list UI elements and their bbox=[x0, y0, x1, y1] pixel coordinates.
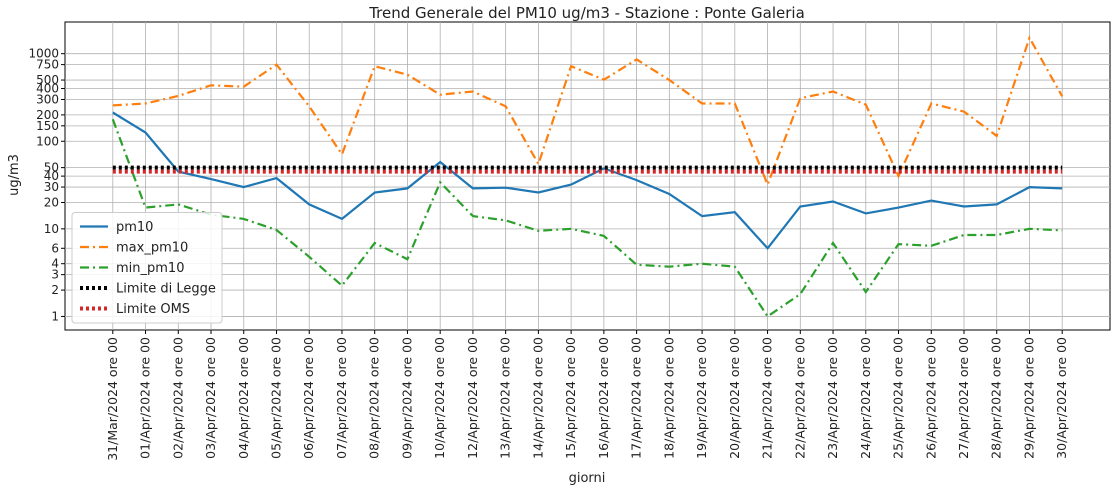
chart-title: Trend Generale del PM10 ug/m3 - Stazione… bbox=[368, 4, 805, 22]
y-tick-label: 40 bbox=[44, 169, 59, 183]
x-tick-label: 31/Mar/2024 ore 00 bbox=[105, 337, 120, 461]
legend-label: min_pm10 bbox=[116, 261, 184, 276]
y-tick-label: 30 bbox=[44, 180, 59, 194]
y-axis-label: ug/m3 bbox=[7, 154, 22, 196]
y-tick-label: 750 bbox=[36, 58, 59, 72]
y-tick-label: 6 bbox=[51, 241, 59, 255]
x-tick-label: 13/Apr/2024 ore 00 bbox=[498, 337, 513, 459]
y-tick-label: 2 bbox=[51, 283, 59, 297]
y-tick-label: 100 bbox=[36, 134, 59, 148]
x-tick-label: 08/Apr/2024 ore 00 bbox=[367, 337, 382, 459]
x-tick-label: 28/Apr/2024 ore 00 bbox=[989, 337, 1004, 459]
x-tick-label: 01/Apr/2024 ore 00 bbox=[138, 337, 153, 459]
x-tick-label: 30/Apr/2024 ore 00 bbox=[1054, 337, 1069, 459]
x-tick-label: 06/Apr/2024 ore 00 bbox=[301, 337, 316, 459]
x-tick-label: 03/Apr/2024 ore 00 bbox=[203, 337, 218, 459]
legend-label: max_pm10 bbox=[116, 241, 188, 256]
y-tick-label: 400 bbox=[36, 82, 59, 96]
y-tick-label: 500 bbox=[36, 73, 59, 87]
legend-box bbox=[71, 212, 223, 324]
legend: pm10 max_pm10 min_pm10 Limite di Legge Limit… bbox=[71, 212, 223, 324]
x-tick-label: 20/Apr/2024 ore 00 bbox=[727, 337, 742, 459]
x-tick-label: 04/Apr/2024 ore 00 bbox=[236, 337, 251, 459]
x-tick-label: 05/Apr/2024 ore 00 bbox=[268, 337, 283, 459]
x-tick-label: 19/Apr/2024 ore 00 bbox=[694, 337, 709, 459]
x-tick-label: 14/Apr/2024 ore 00 bbox=[530, 337, 545, 459]
legend-label: Limite di Legge bbox=[116, 282, 216, 297]
x-tick-label: 16/Apr/2024 ore 00 bbox=[596, 337, 611, 459]
x-tick-label: 02/Apr/2024 ore 00 bbox=[170, 337, 185, 459]
legend-label: Limite OMS bbox=[116, 302, 190, 317]
x-tick-label: 12/Apr/2024 ore 00 bbox=[465, 337, 480, 459]
y-tick-label: 200 bbox=[36, 108, 59, 122]
y-tick-label: 1000 bbox=[28, 47, 59, 61]
series-line bbox=[111, 118, 1063, 318]
y-tick-label: 150 bbox=[36, 119, 59, 133]
y-tick-label: 1 bbox=[51, 309, 59, 323]
y-tick-label: 4 bbox=[51, 257, 59, 271]
x-tick-label: 23/Apr/2024 ore 00 bbox=[825, 337, 840, 459]
y-tick-label: 50 bbox=[44, 161, 59, 175]
x-tick-label: 25/Apr/2024 ore 00 bbox=[891, 337, 906, 459]
x-tick-label: 27/Apr/2024 ore 00 bbox=[956, 337, 971, 459]
x-tick-label: 17/Apr/2024 ore 00 bbox=[629, 337, 644, 459]
x-tick-label: 07/Apr/2024 ore 00 bbox=[334, 337, 349, 459]
legend-label: pm10 bbox=[116, 220, 153, 235]
x-tick-label: 22/Apr/2024 ore 00 bbox=[792, 337, 807, 459]
y-tick-label: 20 bbox=[44, 195, 59, 209]
y-tick-label: 3 bbox=[51, 268, 59, 282]
x-tick-label: 18/Apr/2024 ore 00 bbox=[661, 337, 676, 459]
x-tick-label: 09/Apr/2024 ore 00 bbox=[399, 337, 414, 459]
x-tick-label: 29/Apr/2024 ore 00 bbox=[1021, 337, 1036, 459]
series-line bbox=[112, 111, 1063, 251]
x-tick-label: 24/Apr/2024 ore 00 bbox=[858, 337, 873, 459]
x-axis-label: giorni bbox=[569, 471, 606, 486]
x-tick-label: 15/Apr/2024 ore 00 bbox=[563, 337, 578, 459]
y-tick-label: 10 bbox=[44, 222, 59, 236]
x-tick-label: 26/Apr/2024 ore 00 bbox=[923, 337, 938, 459]
x-tick-label: 10/Apr/2024 ore 00 bbox=[432, 337, 447, 459]
series-line bbox=[112, 35, 1064, 188]
y-tick-label: 300 bbox=[36, 92, 59, 106]
x-tick-label: 21/Apr/2024 ore 00 bbox=[760, 337, 775, 459]
